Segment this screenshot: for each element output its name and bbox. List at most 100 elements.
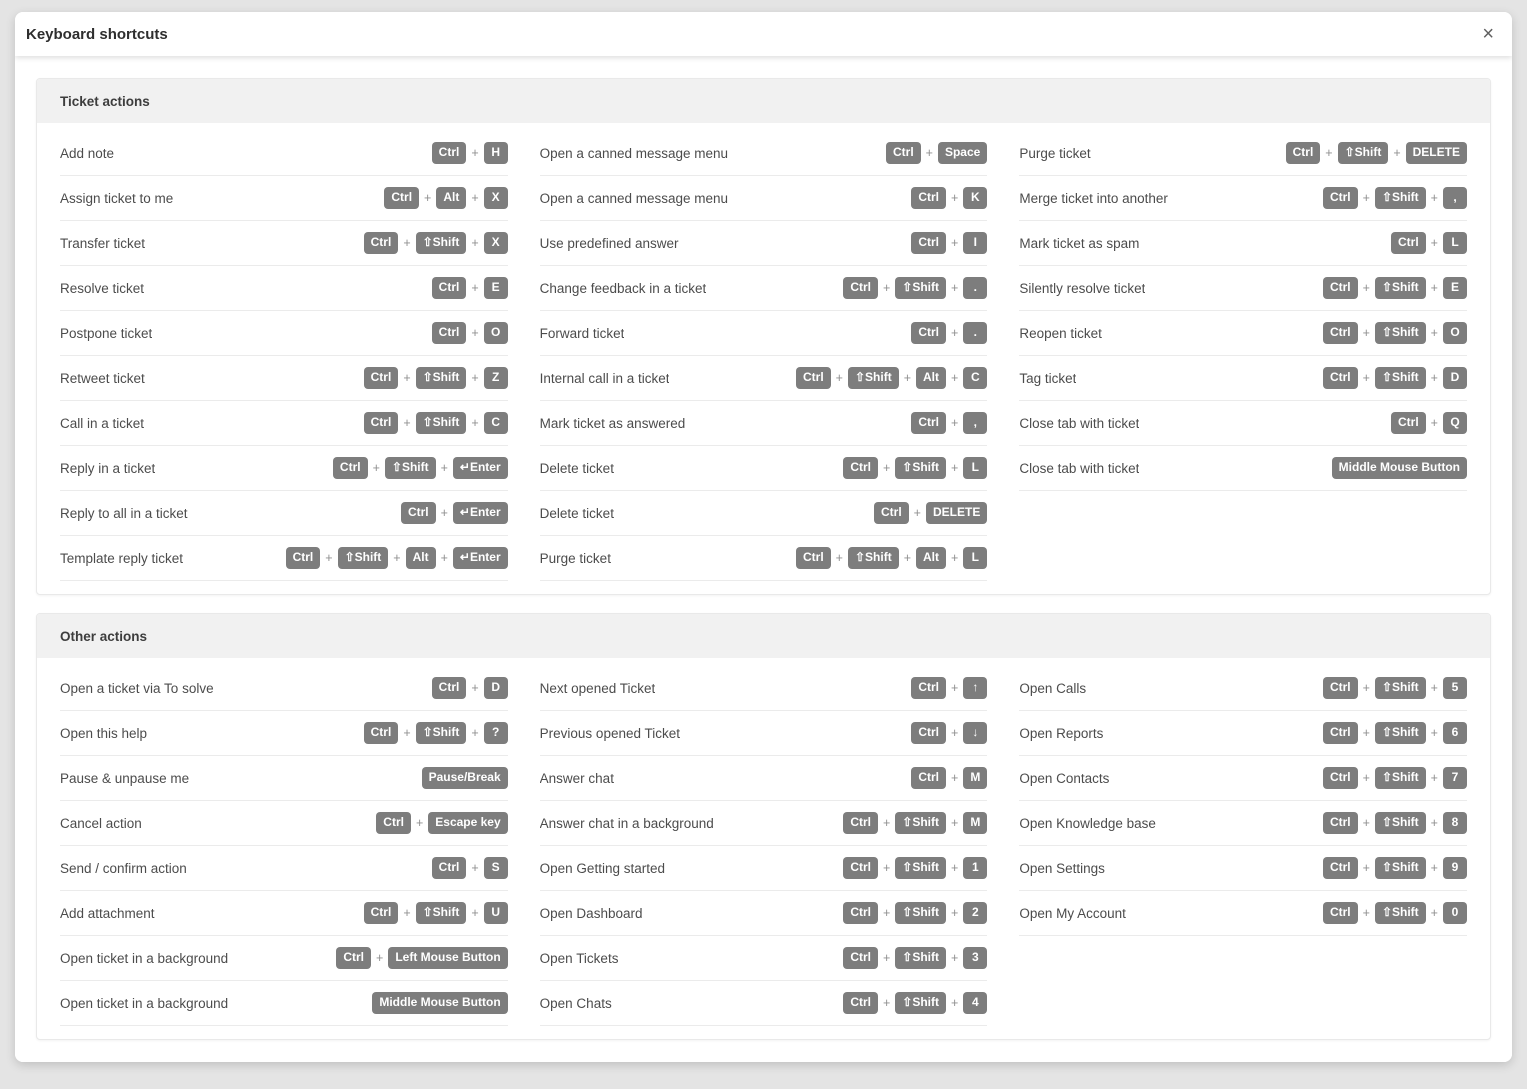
key-badge: 1 [963,857,988,879]
section-ticket-actions: Ticket actions Add note Ctrl + H Assign ticke… [36,78,1491,595]
key-badge: U [483,902,508,924]
plus-separator: + [1362,815,1370,830]
shortcut-row: Forward ticket Ctrl +. [539,311,988,356]
plus-separator: + [951,370,959,385]
key-badge: Ctrl [1285,142,1321,164]
key-badge: Ctrl [1391,412,1426,434]
shortcut-label: Merge ticket into another [1019,190,1168,206]
key-badge: Ctrl [1322,277,1358,299]
shortcut-keys: Ctrl + E [431,277,508,299]
shortcut-label: Add attachment [60,905,155,921]
shortcut-keys: Ctrl + L [1391,232,1467,254]
shortcut-row: Open ticket in a background Ctrl + Left Mou… [60,936,508,981]
plus-separator: + [1325,145,1333,160]
key-badge: 6 [1442,722,1467,744]
shortcut-keys: Ctrl +, [911,412,988,434]
shortcut-label: Tag ticket [1019,370,1077,386]
shortcut-keys: Ctrl + ⇧Shift +8 [1322,812,1467,834]
close-icon[interactable]: × [1482,23,1494,45]
key-badge: Middle Mouse Button [372,992,508,1014]
plus-separator: + [403,415,411,430]
shortcut-label: Resolve ticket [60,280,145,296]
key-badge: I [963,232,988,254]
plus-separator: + [951,950,959,965]
shortcut-keys: Ctrl + ↵Enter [400,502,508,524]
shortcut-label: Open Settings [1019,860,1105,876]
key-badge: ⇧Shift [895,857,947,879]
plus-separator: + [882,280,891,295]
plus-separator: + [403,235,411,250]
shortcut-row: Purge ticket Ctrl + ⇧Shift + Alt + L [539,536,988,581]
key-badge: 0 [1442,902,1467,924]
shortcut-row: Delete ticket Ctrl + DELETE [539,491,988,536]
shortcut-column: Open a ticket via To solve Ctrl + D Open thi… [60,666,508,1026]
shortcut-label: Open Dashboard [539,905,643,921]
plus-separator: + [951,280,959,295]
key-badge: D [1442,367,1467,389]
key-badge: Ctrl [431,857,467,879]
key-badge: 7 [1442,767,1467,789]
shortcut-keys: Ctrl + ↑ [911,677,988,699]
plus-separator: + [835,550,843,565]
plus-separator: + [403,725,411,740]
key-badge: K [963,187,988,209]
shortcut-row: Add note Ctrl + H [60,131,508,176]
plus-separator: + [882,950,891,965]
plus-separator: + [882,860,891,875]
key-badge: DELETE [925,502,988,524]
shortcut-keys: Ctrl + ⇧Shift + M [843,812,988,834]
key-badge: Ctrl [1322,857,1358,879]
key-badge: ⇧Shift [1374,322,1426,344]
key-badge: ↓ [963,722,988,744]
shortcut-row: Open Reports Ctrl + ⇧Shift +6 [1019,711,1467,756]
shortcut-label: Forward ticket [539,325,625,341]
key-badge: ⇧Shift [1374,277,1426,299]
plus-separator: + [1362,370,1370,385]
key-badge: . [963,322,988,344]
shortcut-column: Add note Ctrl + H Assign ticket to me Ctrl + Al… [60,131,508,581]
key-badge: Ctrl [400,502,436,524]
key-badge: Ctrl [336,947,372,969]
plus-separator: + [951,415,959,430]
shortcut-label: Open a ticket via To solve [60,680,214,696]
shortcut-keys: Ctrl + ⇧Shift + O [1322,322,1467,344]
key-badge: ⇧Shift [415,412,467,434]
shortcut-keys: Ctrl + ⇧Shift +. [843,277,988,299]
plus-separator: + [1362,325,1370,340]
plus-separator: + [1430,860,1438,875]
key-badge: Ctrl [843,992,878,1014]
dialog-title: Keyboard shortcuts [26,25,168,43]
key-badge: Ctrl [1391,232,1426,254]
key-badge: Escape key [428,812,508,834]
key-badge: C [483,412,508,434]
key-badge: Ctrl [911,232,947,254]
shortcut-label: Mark ticket as answered [539,415,686,431]
plus-separator: + [882,815,891,830]
plus-separator: + [440,505,448,520]
shortcut-keys: Ctrl +. [911,322,988,344]
plus-separator: + [1430,235,1438,250]
shortcut-keys: Ctrl + Q [1391,412,1467,434]
key-badge: Ctrl [1322,812,1358,834]
key-badge: ⇧Shift [1374,677,1426,699]
key-badge: Ctrl [911,412,947,434]
key-badge: Ctrl [796,547,831,569]
plus-separator: + [471,905,479,920]
shortcut-keys: Ctrl + ⇧Shift + L [843,457,988,479]
plus-separator: + [471,280,479,295]
dialog-header: Keyboard shortcuts × [15,12,1512,56]
shortcut-label: Open ticket in a background [60,995,229,1011]
plus-separator: + [1430,325,1438,340]
key-badge: Space [937,142,988,164]
shortcut-row: Close tab with ticket Ctrl + Q [1019,401,1467,446]
section-columns: Add note Ctrl + H Assign ticket to me Ctrl + Al… [37,123,1490,594]
key-badge: Ctrl [332,457,368,479]
plus-separator: + [440,460,448,475]
plus-separator: + [925,145,933,160]
shortcut-label: Send / confirm action [60,860,187,876]
shortcut-label: Open a canned message menu [539,190,729,206]
key-badge: ↵Enter [452,547,508,569]
key-badge: Ctrl [843,857,878,879]
shortcut-row: Previous opened Ticket Ctrl + ↓ [539,711,988,756]
plus-separator: + [1430,725,1438,740]
